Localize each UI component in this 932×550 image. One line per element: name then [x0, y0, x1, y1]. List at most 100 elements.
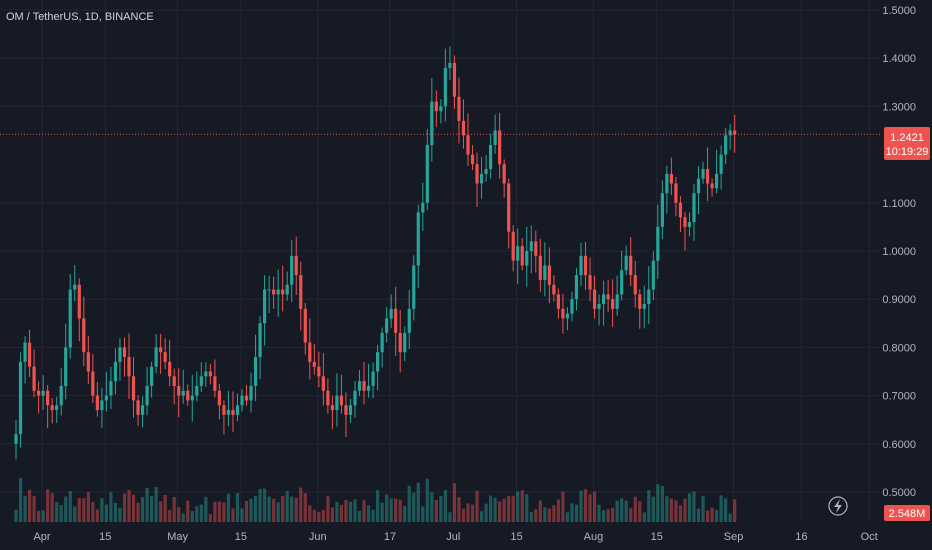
- candle-body[interactable]: [357, 381, 362, 391]
- candle-body[interactable]: [452, 63, 457, 97]
- candle-body[interactable]: [168, 361, 172, 377]
- candle-body[interactable]: [715, 173, 719, 189]
- candle-body[interactable]: [574, 275, 579, 300]
- candle-body[interactable]: [109, 381, 113, 396]
- candle-body[interactable]: [538, 255, 542, 280]
- candle-body[interactable]: [525, 251, 529, 266]
- candle-body[interactable]: [565, 313, 570, 319]
- candle-body[interactable]: [249, 385, 253, 401]
- candle-body[interactable]: [371, 371, 375, 386]
- candle-body[interactable]: [14, 434, 18, 444]
- lightning-icon[interactable]: [828, 496, 848, 516]
- candle-body[interactable]: [439, 106, 443, 112]
- candle-body[interactable]: [55, 405, 59, 411]
- candle-body[interactable]: [213, 376, 217, 391]
- candle-body[interactable]: [136, 400, 140, 415]
- candle-body[interactable]: [592, 289, 597, 309]
- candle-body[interactable]: [547, 265, 551, 285]
- candle-body[interactable]: [186, 390, 190, 401]
- candle-body[interactable]: [425, 144, 429, 203]
- candle-body[interactable]: [294, 255, 298, 276]
- candle-body[interactable]: [127, 357, 131, 377]
- candle-body[interactable]: [669, 173, 673, 184]
- candle-body[interactable]: [489, 144, 493, 170]
- candle-body[interactable]: [552, 284, 556, 295]
- candle-body[interactable]: [407, 308, 411, 333]
- candle-body[interactable]: [461, 120, 466, 136]
- candle-body[interactable]: [624, 255, 628, 271]
- candle-body[interactable]: [561, 308, 565, 319]
- candle-body[interactable]: [434, 101, 438, 112]
- candle-body[interactable]: [113, 361, 118, 382]
- candle-body[interactable]: [701, 169, 705, 179]
- candle-body[interactable]: [317, 366, 321, 377]
- candle-body[interactable]: [479, 173, 484, 184]
- candle-body[interactable]: [27, 342, 32, 367]
- candle-body[interactable]: [64, 347, 68, 386]
- candle-body[interactable]: [290, 255, 294, 285]
- candle-body[interactable]: [687, 222, 692, 227]
- candle-body[interactable]: [140, 405, 145, 415]
- candle-body[interactable]: [41, 390, 45, 396]
- candle-body[interactable]: [665, 173, 669, 194]
- candle-body[interactable]: [457, 96, 461, 121]
- candle-body[interactable]: [312, 361, 316, 367]
- candle-body[interactable]: [398, 332, 402, 353]
- candle-body[interactable]: [226, 410, 231, 415]
- candle-body[interactable]: [18, 361, 23, 435]
- candle-body[interactable]: [100, 400, 104, 411]
- symbol-title[interactable]: OM / TetherUS, 1D, BINANCE: [6, 11, 154, 23]
- candle-body[interactable]: [344, 405, 348, 415]
- candle-body[interactable]: [199, 376, 203, 386]
- candle-body[interactable]: [389, 308, 393, 319]
- candle-body[interactable]: [177, 385, 181, 396]
- candle-body[interactable]: [308, 342, 312, 362]
- candle-body[interactable]: [470, 154, 475, 165]
- candle-body[interactable]: [678, 202, 683, 218]
- candle-body[interactable]: [208, 371, 212, 377]
- candle-body[interactable]: [195, 385, 199, 396]
- candle-body[interactable]: [204, 371, 208, 377]
- candle-body[interactable]: [50, 405, 54, 411]
- candle-body[interactable]: [190, 395, 194, 401]
- candle-body[interactable]: [484, 169, 488, 174]
- candle-body[interactable]: [77, 284, 81, 319]
- time-axis[interactable]: Apr 15 May 15 Jun 17 Jul 15 Aug 15 Sep 16 Oct: [33, 531, 877, 543]
- candle-body[interactable]: [534, 241, 538, 256]
- candle-body[interactable]: [82, 318, 86, 353]
- candle-body[interactable]: [556, 294, 560, 309]
- candle-body[interactable]: [466, 135, 470, 155]
- candle-body[interactable]: [728, 130, 732, 136]
- candle-body[interactable]: [339, 395, 344, 406]
- candle-body[interactable]: [240, 395, 244, 406]
- candle-body[interactable]: [651, 260, 655, 290]
- candle-body[interactable]: [154, 347, 158, 367]
- candle-body[interactable]: [281, 289, 285, 295]
- candle-body[interactable]: [159, 347, 163, 353]
- candle-body[interactable]: [181, 390, 185, 396]
- candle-body[interactable]: [86, 352, 90, 372]
- candle-body[interactable]: [362, 381, 366, 391]
- candle-body[interactable]: [330, 405, 334, 411]
- candle-body[interactable]: [267, 289, 271, 291]
- candle-body[interactable]: [258, 323, 262, 358]
- candle-body[interactable]: [615, 294, 619, 309]
- candle-body[interactable]: [638, 294, 642, 309]
- candle-body[interactable]: [59, 385, 63, 406]
- candle-body[interactable]: [516, 246, 520, 261]
- candle-body[interactable]: [502, 164, 506, 184]
- candles[interactable]: [14, 46, 737, 460]
- candle-body[interactable]: [118, 347, 122, 362]
- candle-body[interactable]: [244, 395, 249, 401]
- candle-body[interactable]: [394, 308, 398, 333]
- candle-body[interactable]: [692, 193, 696, 223]
- candle-body[interactable]: [705, 169, 710, 184]
- candle-body[interactable]: [719, 154, 723, 174]
- candle-body[interactable]: [733, 130, 737, 135]
- candle-body[interactable]: [150, 366, 154, 386]
- candle-body[interactable]: [46, 390, 50, 406]
- candle-body[interactable]: [376, 352, 380, 372]
- candle-body[interactable]: [579, 255, 583, 276]
- candle-body[interactable]: [253, 357, 258, 386]
